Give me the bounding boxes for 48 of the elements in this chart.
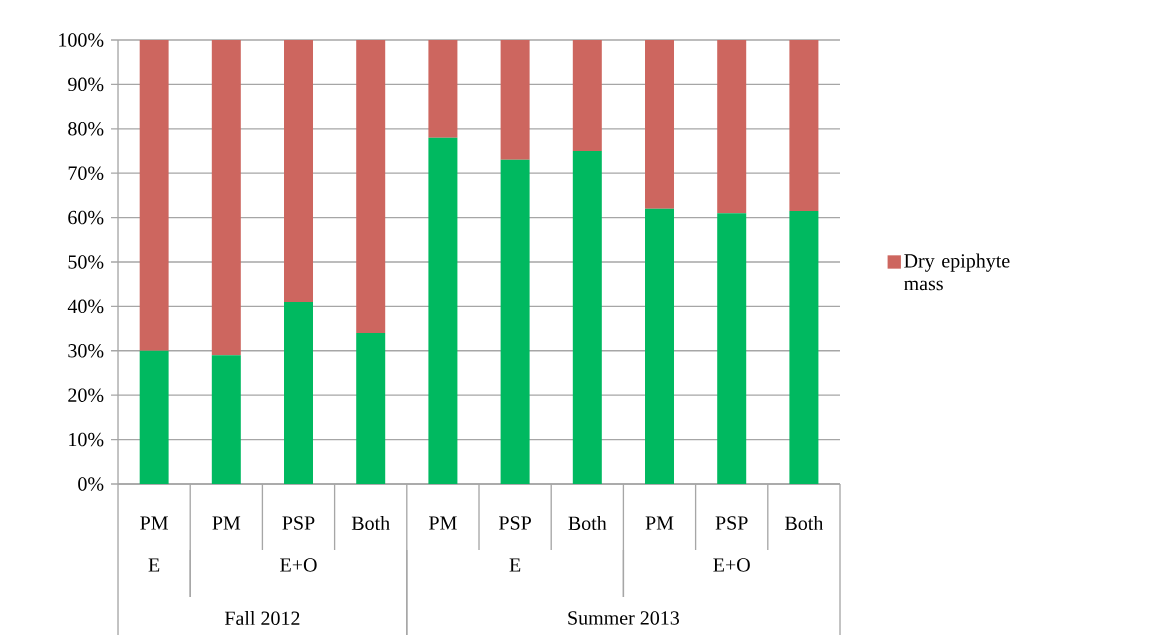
bar — [645, 40, 675, 209]
y-tick-label: 90% — [68, 77, 104, 92]
bar — [428, 40, 458, 138]
x-tick-label: PM — [212, 516, 241, 530]
x-tick-label: PM — [645, 516, 674, 530]
y-tick-label: 0% — [78, 477, 104, 491]
text: E+O — [280, 558, 317, 572]
bar — [717, 213, 747, 484]
bar — [139, 40, 169, 351]
bar — [645, 208, 675, 484]
bar — [789, 210, 819, 484]
bar — [284, 301, 314, 484]
x-tick-label: Both — [785, 515, 824, 531]
bar — [500, 40, 530, 160]
bar — [211, 40, 241, 356]
x-tick-label: PSP — [282, 516, 315, 530]
y-tick-label: 60% — [68, 210, 104, 225]
x-tick-label: PM — [429, 516, 457, 530]
y-tick-label: 20% — [68, 388, 104, 402]
text: Summer 2013 — [568, 611, 680, 625]
x-tick-label: PSP — [499, 516, 531, 530]
y-tick-label: 70% — [68, 166, 104, 180]
bar — [789, 40, 819, 211]
y-tick-label: 10% — [69, 432, 104, 447]
bar — [500, 159, 530, 484]
bar — [211, 355, 241, 484]
text: Fall 2012 — [224, 610, 300, 626]
y-tick-label: 50% — [68, 255, 104, 269]
text: E — [509, 558, 521, 572]
legend-label: Dry epiphyte mass — [904, 253, 1010, 291]
bar — [284, 40, 314, 302]
text: E+O — [713, 558, 750, 572]
bar — [572, 40, 602, 151]
bar — [428, 137, 458, 484]
bar — [572, 150, 602, 484]
y-tick-label: 30% — [68, 344, 104, 358]
bar — [139, 350, 169, 484]
x-tick-label: PM — [140, 516, 168, 530]
text: E — [148, 558, 160, 572]
y-tick-label: 100% — [59, 33, 104, 47]
y-tick-label: 80% — [68, 122, 104, 136]
y-tick-label: 40% — [67, 299, 104, 314]
x-tick-label: Both — [568, 515, 607, 531]
bar — [717, 40, 747, 214]
x-tick-label: Both — [351, 515, 390, 531]
x-tick-label: PSP — [715, 516, 748, 530]
bar — [356, 333, 386, 484]
bar — [356, 40, 386, 334]
